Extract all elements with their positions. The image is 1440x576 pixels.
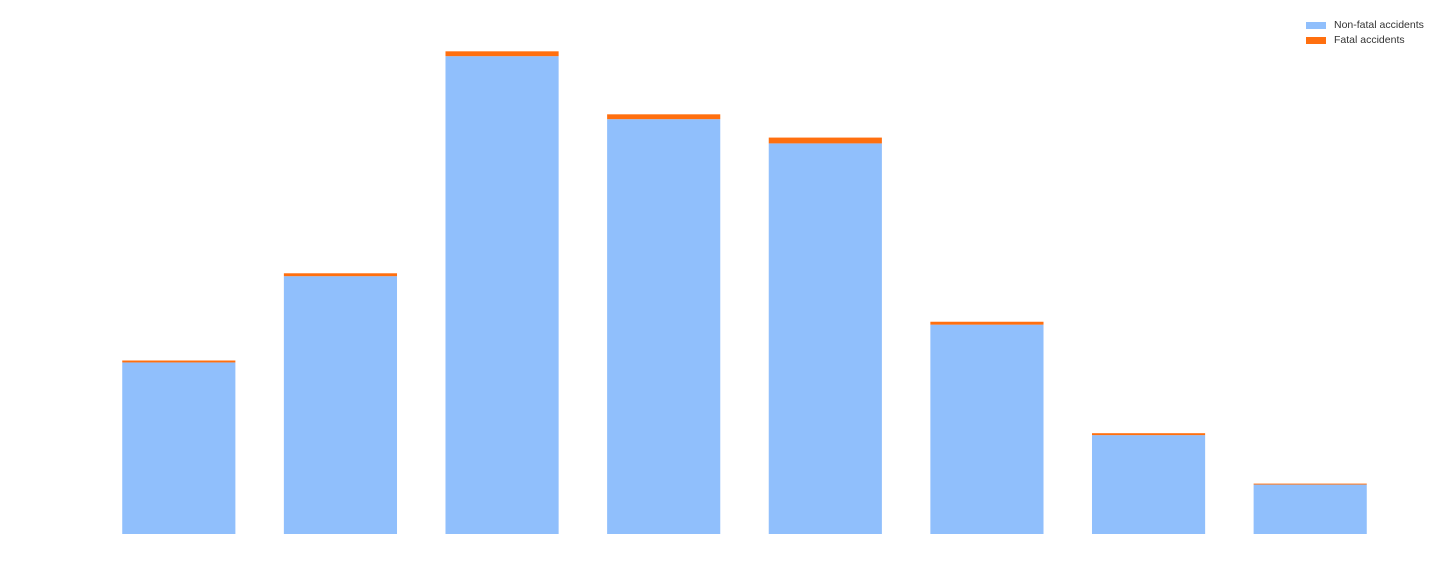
bar-fatal-5 xyxy=(768,137,882,144)
bar-fatal-7 xyxy=(1091,433,1206,436)
bars-layer xyxy=(122,51,1367,535)
bar-fatal-1 xyxy=(122,360,236,363)
bar-non-fatal-3 xyxy=(445,56,559,535)
bar-fatal-4 xyxy=(607,114,721,120)
bar-fatal-3 xyxy=(445,51,559,57)
legend-label-non-fatal: Non-fatal accidents xyxy=(1334,19,1424,31)
bar-non-fatal-6 xyxy=(930,324,1044,534)
bar-non-fatal-7 xyxy=(1091,435,1206,534)
bar-non-fatal-4 xyxy=(607,119,721,535)
bar-fatal-2 xyxy=(283,273,398,277)
bar-non-fatal-1 xyxy=(122,362,236,534)
legend-swatch-fatal xyxy=(1306,37,1326,44)
legend-label-fatal: Fatal accidents xyxy=(1334,34,1405,46)
bar-fatal-8 xyxy=(1253,483,1367,485)
legend-item-fatal: Fatal accidents xyxy=(1306,33,1424,48)
legend-swatch-non-fatal xyxy=(1306,22,1326,29)
bar-non-fatal-8 xyxy=(1253,484,1367,534)
legend-item-non-fatal: Non-fatal accidents xyxy=(1306,18,1424,33)
bar-fatal-6 xyxy=(930,321,1044,325)
legend: Non-fatal accidents Fatal accidents xyxy=(1306,18,1424,48)
bar-non-fatal-5 xyxy=(768,143,882,534)
bar-non-fatal-2 xyxy=(283,276,398,534)
